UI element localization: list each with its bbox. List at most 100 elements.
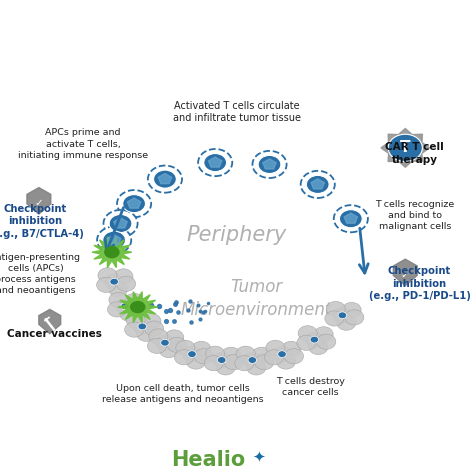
Circle shape	[105, 274, 124, 289]
Circle shape	[149, 329, 168, 344]
Polygon shape	[381, 128, 429, 167]
Text: T: T	[400, 140, 410, 155]
Circle shape	[314, 327, 333, 342]
Circle shape	[103, 210, 137, 237]
Circle shape	[117, 276, 136, 292]
Circle shape	[128, 301, 146, 316]
Circle shape	[119, 306, 138, 321]
Circle shape	[155, 335, 174, 350]
Circle shape	[164, 330, 184, 345]
Circle shape	[309, 339, 328, 355]
Circle shape	[148, 165, 182, 192]
Text: T cells recognize
and bind to
malignant cells: T cells recognize and bind to malignant …	[375, 200, 455, 231]
Circle shape	[278, 351, 286, 357]
Circle shape	[276, 354, 296, 369]
Circle shape	[388, 134, 422, 162]
Circle shape	[186, 354, 206, 369]
Circle shape	[325, 311, 344, 326]
Circle shape	[258, 155, 281, 173]
Circle shape	[273, 346, 292, 362]
Circle shape	[297, 335, 316, 350]
Circle shape	[235, 356, 254, 371]
Circle shape	[110, 278, 118, 285]
Polygon shape	[27, 188, 51, 214]
Circle shape	[255, 355, 274, 370]
Text: Checkpoint
inhibition
(e.g., B7/CTLA-4): Checkpoint inhibition (e.g., B7/CTLA-4)	[0, 204, 83, 239]
Circle shape	[188, 351, 196, 357]
Circle shape	[108, 302, 127, 317]
Circle shape	[161, 339, 169, 346]
Circle shape	[142, 314, 161, 329]
Text: Antigen-presenting
cells (APCs)
process antigens
and neoantigens: Antigen-presenting cells (APCs) process …	[0, 253, 81, 295]
Polygon shape	[39, 310, 61, 334]
Circle shape	[130, 301, 146, 313]
Circle shape	[174, 350, 193, 365]
Circle shape	[194, 349, 213, 364]
Circle shape	[133, 319, 152, 334]
Circle shape	[198, 149, 232, 176]
Text: Healio: Healio	[172, 450, 246, 470]
Circle shape	[97, 277, 116, 292]
Circle shape	[116, 299, 135, 314]
Circle shape	[154, 170, 176, 188]
Circle shape	[104, 246, 119, 258]
Circle shape	[264, 350, 283, 365]
Circle shape	[123, 195, 146, 213]
Circle shape	[266, 340, 285, 356]
Text: CAR T cell
therapy: CAR T cell therapy	[385, 142, 444, 165]
Circle shape	[306, 175, 329, 193]
Text: ✦: ✦	[252, 450, 264, 465]
Circle shape	[345, 310, 364, 325]
Polygon shape	[118, 292, 158, 322]
Text: Periphery: Periphery	[187, 225, 287, 245]
Circle shape	[253, 151, 287, 178]
Circle shape	[125, 293, 144, 309]
Circle shape	[204, 356, 223, 371]
Text: Cancer vaccines: Cancer vaccines	[7, 329, 102, 339]
Circle shape	[298, 326, 317, 341]
Circle shape	[145, 321, 164, 336]
Circle shape	[98, 268, 117, 283]
Text: APCs prime and
activate T cells,
initiating immune response: APCs prime and activate T cells, initiat…	[18, 128, 148, 160]
Circle shape	[167, 337, 186, 353]
Circle shape	[109, 282, 128, 297]
Polygon shape	[108, 235, 121, 245]
Circle shape	[334, 205, 368, 232]
Circle shape	[236, 346, 255, 361]
Circle shape	[248, 356, 256, 364]
Circle shape	[159, 343, 179, 358]
Circle shape	[338, 312, 346, 319]
Circle shape	[182, 346, 201, 362]
Circle shape	[109, 214, 132, 233]
Text: Tumor
Microenvironment: Tumor Microenvironment	[180, 278, 332, 319]
Circle shape	[138, 323, 146, 330]
Circle shape	[342, 302, 361, 318]
Text: ✓: ✓	[35, 198, 43, 208]
Circle shape	[121, 303, 129, 310]
Circle shape	[333, 308, 352, 323]
Circle shape	[147, 338, 166, 354]
Circle shape	[339, 210, 362, 228]
Polygon shape	[209, 157, 222, 167]
Polygon shape	[114, 218, 127, 228]
Polygon shape	[344, 213, 357, 223]
Circle shape	[191, 341, 211, 356]
Circle shape	[103, 231, 126, 249]
Circle shape	[206, 346, 225, 361]
Text: ✓: ✓	[401, 270, 410, 280]
Circle shape	[221, 347, 240, 362]
Polygon shape	[128, 198, 141, 208]
Circle shape	[109, 292, 128, 308]
Circle shape	[117, 190, 151, 217]
Circle shape	[176, 340, 195, 356]
Circle shape	[301, 171, 335, 198]
Circle shape	[284, 349, 303, 364]
Circle shape	[243, 353, 262, 368]
Circle shape	[114, 269, 133, 284]
Circle shape	[216, 360, 235, 375]
Text: the adaptive cancer-immunity cycle: the adaptive cancer-immunity cycle	[89, 44, 385, 59]
Polygon shape	[311, 179, 324, 189]
Circle shape	[224, 355, 243, 370]
Polygon shape	[393, 259, 417, 286]
Circle shape	[125, 322, 144, 337]
